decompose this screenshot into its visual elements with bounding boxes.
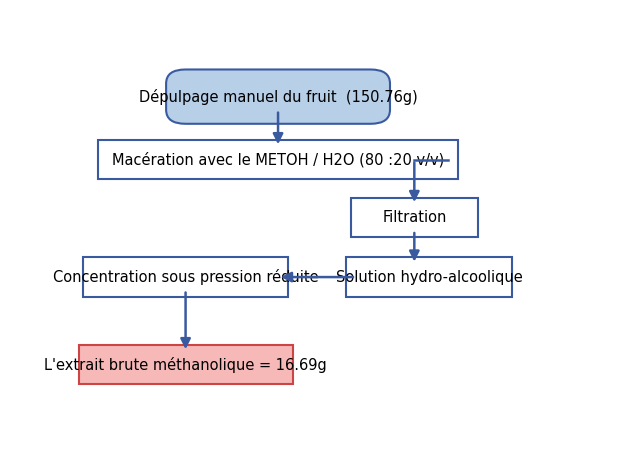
FancyBboxPatch shape: [98, 140, 458, 179]
FancyBboxPatch shape: [351, 198, 478, 237]
Text: Dépulpage manuel du fruit  (150.76g): Dépulpage manuel du fruit (150.76g): [139, 89, 418, 105]
Text: Solution hydro-alcoolique: Solution hydro-alcoolique: [335, 269, 522, 284]
FancyBboxPatch shape: [346, 258, 512, 297]
FancyBboxPatch shape: [166, 70, 390, 124]
Text: Concentration sous pression réduite: Concentration sous pression réduite: [53, 269, 318, 285]
FancyBboxPatch shape: [84, 258, 288, 297]
Text: L'extrait brute méthanolique = 16.69g: L'extrait brute méthanolique = 16.69g: [44, 357, 327, 373]
Text: Macération avec le METOH / H2O (80 :20 v/v): Macération avec le METOH / H2O (80 :20 v…: [112, 152, 444, 167]
Text: Filtration: Filtration: [382, 210, 447, 225]
FancyBboxPatch shape: [78, 345, 293, 384]
